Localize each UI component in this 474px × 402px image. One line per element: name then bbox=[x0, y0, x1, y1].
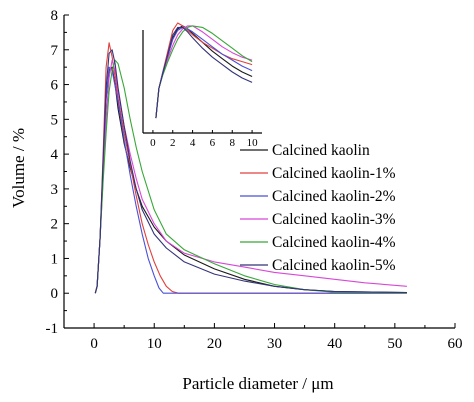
series-line-3 bbox=[94, 59, 407, 294]
y-tick-label: -1 bbox=[46, 321, 59, 337]
legend-label-5: Calcined kaolin-5% bbox=[272, 257, 396, 274]
y-tick-label: 8 bbox=[51, 8, 59, 24]
y-axis-title: Volume / % bbox=[9, 128, 28, 208]
x-axis-title: Particle diameter / μm bbox=[182, 374, 333, 393]
legend-label-4: Calcined kaolin-4% bbox=[272, 234, 396, 251]
inset-x-tick-label: 6 bbox=[210, 137, 216, 149]
inset-series-line-5 bbox=[155, 26, 253, 119]
y-tick-label: 3 bbox=[51, 182, 59, 198]
y-tick-label: 6 bbox=[51, 78, 59, 94]
x-tick-label: 60 bbox=[448, 336, 463, 352]
legend-label-2: Calcined kaolin-2% bbox=[272, 188, 396, 205]
y-tick-label: 0 bbox=[51, 286, 59, 302]
x-tick-label: 50 bbox=[387, 336, 402, 352]
inset-x-tick-label: 4 bbox=[190, 137, 196, 149]
y-tick-label: 1 bbox=[51, 251, 59, 267]
legend: Calcined kaolin Calcined kaolin-1% Calcine… bbox=[240, 142, 396, 274]
x-tick-label: 0 bbox=[90, 336, 98, 352]
x-tick-label: 40 bbox=[327, 336, 342, 352]
x-tick-label: 20 bbox=[207, 336, 222, 352]
legend-label-1: Calcined kaolin-1% bbox=[272, 165, 396, 182]
inset-x-tick-label: 8 bbox=[230, 137, 236, 149]
inset-x-tick-label: 10 bbox=[247, 137, 259, 149]
x-tick-label: 30 bbox=[267, 336, 282, 352]
legend-label-3: Calcined kaolin-3% bbox=[272, 211, 396, 228]
legend-label-0: Calcined kaolin bbox=[272, 142, 370, 159]
x-tick-label: 10 bbox=[147, 336, 162, 352]
y-tick-label: 5 bbox=[51, 112, 59, 128]
inset-series-line-4 bbox=[155, 25, 253, 119]
y-tick-label: 7 bbox=[51, 43, 59, 59]
series-line-4 bbox=[94, 59, 407, 294]
inset-x-tick-label: 0 bbox=[150, 137, 156, 149]
y-tick-label: 4 bbox=[51, 147, 59, 163]
inset-series-line-1 bbox=[155, 22, 253, 119]
y-tick-label: 2 bbox=[51, 217, 59, 233]
inset-x-tick-label: 2 bbox=[170, 137, 176, 149]
inset-chart: 0 2 4 6 8 10 bbox=[142, 22, 262, 149]
series-line-5 bbox=[94, 49, 407, 294]
main-series bbox=[94, 42, 407, 294]
